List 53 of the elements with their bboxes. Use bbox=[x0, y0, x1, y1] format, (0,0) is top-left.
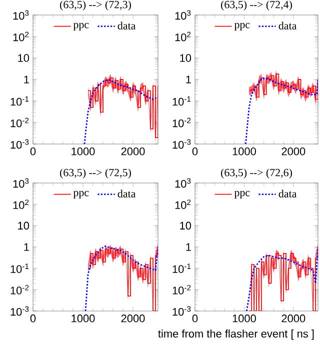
y-tick-label: 10$^{-2}$ bbox=[172, 284, 191, 294]
y-tick-label: 10$^{-2}$ bbox=[10, 118, 29, 128]
y-tick-label: 10$^{-3}$ bbox=[172, 139, 191, 149]
x-tick-label: 2000 bbox=[282, 148, 306, 156]
y-tick-label: 10$^{2}$ bbox=[13, 200, 29, 210]
y-tick-label: 1 bbox=[186, 76, 191, 84]
y-tick-label: 10$^{2}$ bbox=[175, 200, 191, 210]
y-tick-label: 1 bbox=[186, 243, 191, 251]
legend-label: data bbox=[278, 22, 297, 30]
y-tick-label: 10 bbox=[180, 54, 192, 62]
legend-label: data bbox=[118, 190, 136, 198]
x-tick-label: 0 bbox=[192, 148, 198, 156]
x-tick-label: 2000 bbox=[121, 314, 145, 322]
x-tick-label: 0 bbox=[192, 314, 198, 322]
y-tick-label: 10$^{-1}$ bbox=[172, 264, 191, 274]
y-tick-label: 10 bbox=[18, 222, 30, 230]
legend-label: ppc bbox=[73, 22, 89, 30]
x-tick-label: 0 bbox=[30, 148, 36, 156]
y-tick-label: 10$^{3}$ bbox=[13, 178, 29, 188]
x-axis-title: time from the flasher event [ ns ] bbox=[158, 330, 314, 340]
x-tick-label: 0 bbox=[30, 314, 36, 322]
chart-title: (63,5) --> (72,3) bbox=[60, 0, 131, 10]
y-tick-label: 10$^{-3}$ bbox=[10, 139, 29, 149]
y-tick-label: 10$^{-3}$ bbox=[10, 306, 29, 316]
y-tick-label: 10$^{3}$ bbox=[13, 10, 29, 20]
y-tick-label: 10$^{-2}$ bbox=[10, 284, 29, 294]
y-tick-label: 10$^{2}$ bbox=[175, 32, 191, 42]
y-tick-label: 10$^{3}$ bbox=[175, 10, 191, 20]
legend-label: ppc bbox=[234, 22, 250, 30]
y-tick-label: 10$^{-1}$ bbox=[10, 264, 29, 274]
x-tick-label: 1000 bbox=[232, 148, 256, 156]
x-tick-label: 1000 bbox=[72, 314, 95, 322]
y-tick-label: 10$^{3}$ bbox=[175, 178, 191, 188]
y-tick-label: 1 bbox=[24, 243, 29, 251]
x-tick-label: 1000 bbox=[232, 314, 256, 322]
y-tick-label: 10$^{2}$ bbox=[13, 32, 29, 42]
legend-label: data bbox=[118, 22, 136, 30]
y-tick-label: 10$^{-1}$ bbox=[172, 96, 191, 106]
legend-label: ppc bbox=[234, 190, 250, 198]
y-tick-label: 10 bbox=[18, 54, 30, 62]
x-tick-label: 2000 bbox=[282, 314, 306, 322]
chart-title: (63,5) --> (72,5) bbox=[60, 168, 131, 178]
legend-label: ppc bbox=[73, 190, 89, 198]
y-tick-label: 10$^{-3}$ bbox=[172, 306, 191, 316]
y-tick-label: 10 bbox=[180, 222, 192, 230]
x-tick-label: 1000 bbox=[72, 148, 95, 156]
y-tick-label: 1 bbox=[24, 76, 29, 84]
chart-title: (63,5) --> (72,4) bbox=[221, 0, 292, 10]
legend-label: data bbox=[278, 190, 297, 198]
x-tick-label: 2000 bbox=[121, 148, 145, 156]
y-tick-label: 10$^{-1}$ bbox=[10, 96, 29, 106]
y-tick-label: 10$^{-2}$ bbox=[172, 118, 191, 128]
chart-title: (63,5) --> (72,6) bbox=[221, 168, 292, 178]
